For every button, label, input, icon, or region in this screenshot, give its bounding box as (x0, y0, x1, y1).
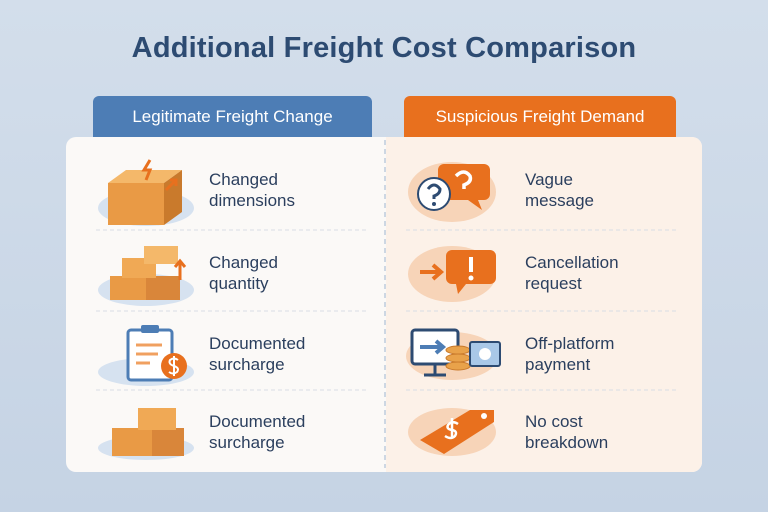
icon-quantity (98, 246, 194, 306)
column-header: Suspicious Freight Demand (404, 96, 676, 137)
icon-dimensions (98, 159, 194, 226)
item-label: No cost breakdown (525, 412, 609, 452)
icon-price-tag (408, 408, 496, 456)
item-label: Cancellation request (525, 253, 619, 293)
icon-boxes (98, 408, 194, 460)
item-label: Documented surcharge (209, 412, 306, 452)
item-label: Vague message (525, 170, 594, 210)
item-label: Documented surcharge (209, 334, 306, 374)
item-label: Changed dimensions (209, 170, 295, 210)
item-label: Changed quantity (209, 253, 279, 293)
row-separators (96, 229, 676, 391)
icon-vague (408, 162, 496, 222)
icon-surcharge (98, 325, 194, 386)
icon-offplatform (406, 328, 501, 380)
icon-cancel (408, 246, 496, 302)
panel-right (386, 137, 702, 472)
item-label: Off-platform payment (525, 334, 615, 374)
title: Additional Freight Cost Comparison (131, 32, 637, 64)
column-header: Legitimate Freight Change (93, 96, 372, 137)
